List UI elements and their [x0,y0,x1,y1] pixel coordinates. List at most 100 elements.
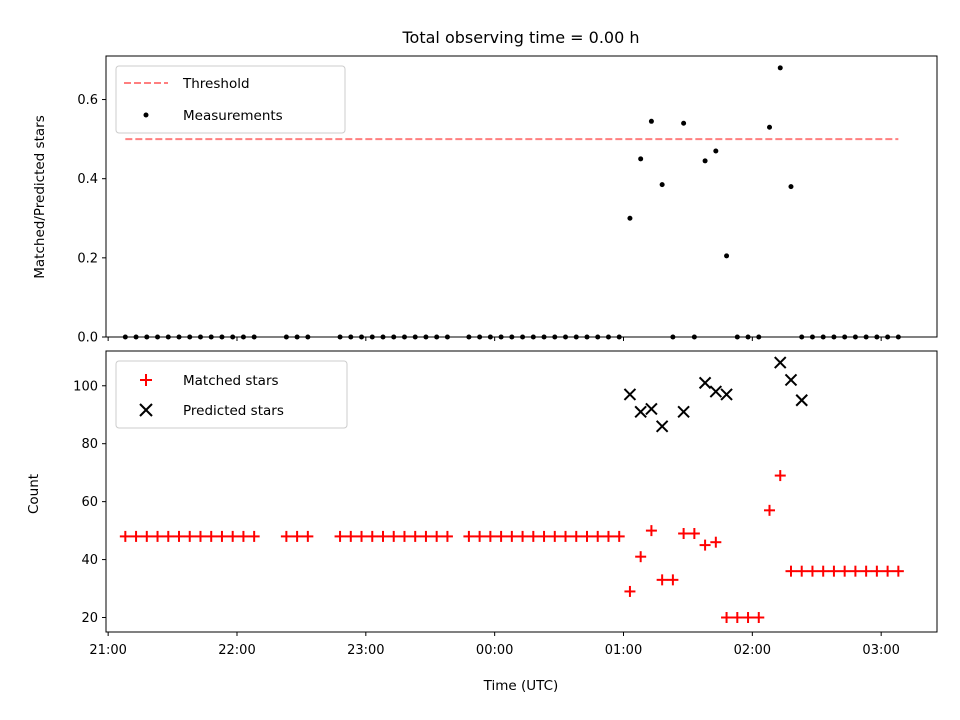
matched-star-point [152,530,164,542]
predicted-star-point [774,356,787,369]
matched-star-point [613,530,625,542]
matched-star-point [280,530,292,542]
x-axis-label: Time (UTC) [483,678,559,694]
x-tick-label: 21:00 [89,643,126,658]
matched-star-point [398,530,410,542]
matched-star-point [849,565,861,577]
matched-star-point [860,565,872,577]
matched-star-point [345,530,357,542]
matched-star-point [602,530,614,542]
measurement-point [681,120,687,126]
legend-measurements-label: Measurements [183,108,283,124]
bottom-y-tick-label: 20 [81,611,98,626]
measurement-point [777,65,783,71]
x-tick-label: 01:00 [605,643,642,658]
predicted-star-point [720,388,733,401]
matched-star-point [796,565,808,577]
x-tick-label: 22:00 [218,643,255,658]
matched-star-point [527,530,539,542]
bottom-y-tick-label: 40 [81,553,98,568]
bottom-y-axis-label: Count [26,474,42,514]
matched-star-point [721,612,733,624]
matched-star-point [560,530,572,542]
matched-star-point [817,565,829,577]
matched-star-point [463,530,475,542]
legend-matched-label: Matched stars [183,373,279,389]
matched-star-point [409,530,421,542]
matched-star-point [484,530,496,542]
matched-star-point [538,530,550,542]
predicted-star-point [709,385,723,398]
top-y-tick-label: 0.0 [77,331,98,346]
matched-star-point [216,530,228,542]
matched-star-point [162,530,174,542]
predicted-star-point [634,405,647,419]
matched-star-point [356,530,368,542]
bottom-y-tick-label: 60 [81,495,98,510]
matched-star-point [141,530,153,542]
matched-star-point [420,530,432,542]
matched-star-point [549,530,561,542]
top-plot-frame [105,55,938,338]
matched-star-point [839,565,851,577]
matched-star-point [806,565,818,577]
matched-star-point [291,530,303,542]
legend-threshold-label: Threshold [182,76,250,92]
matched-star-point [184,530,196,542]
matched-star-point [774,470,786,482]
matched-star-point [194,530,206,542]
matched-star-point [570,530,582,542]
matched-star-point [699,539,711,551]
matched-star-point [237,530,249,542]
top-legend: Threshold Measurements [115,65,346,134]
measurement-point [627,215,633,221]
matched-star-point [592,530,604,542]
matched-star-point [667,574,679,586]
predicted-star-point [645,402,658,416]
matched-star-point [366,530,378,542]
matched-star-point [656,574,668,586]
measurement-point [638,156,644,162]
top-y-tick-label: 0.2 [77,251,98,266]
matched-star-point [871,565,883,577]
measurement-point [659,182,665,188]
top-y-tick-label: 0.6 [77,93,98,108]
top-y-axis-label: Matched/Predicted stars [32,115,48,278]
bottom-panel: 20 40 60 80 100 21:00 22:00 23:00 00:00 01:00 02:0… [26,350,938,694]
measurement-point [767,124,773,130]
legend-predicted-swatch [139,403,153,417]
measurement-point [702,158,708,164]
matched-star-point [764,504,776,516]
matched-star-point [645,525,657,537]
matched-star-point [506,530,518,542]
matched-star-point [377,530,389,542]
x-tick-label: 00:00 [476,643,513,658]
matched-star-point [753,612,765,624]
matched-star-point [688,528,700,540]
bottom-y-tick-label: 80 [81,437,98,452]
matched-star-point [828,565,840,577]
measurement-point [713,148,719,154]
matched-star-point [388,530,400,542]
matched-star-point [678,528,690,540]
predicted-star-point [784,373,798,387]
matched-star-point [130,530,142,542]
matched-star-point [624,585,636,597]
matched-star-point [710,536,722,548]
matched-star-point [581,530,593,542]
chart-title: Total observing time = 0.00 h [401,28,639,47]
bottom-y-tick-label: 100 [73,379,98,394]
bottom-legend: Matched stars Predicted stars [115,360,348,429]
matched-star-point [882,565,894,577]
matched-star-point [517,530,529,542]
x-tick-label: 03:00 [862,643,899,658]
x-tick-label: 02:00 [734,643,771,658]
top-y-tick-label: 0.4 [77,172,98,187]
matched-star-point [731,612,743,624]
predicted-star-point [677,405,690,419]
matched-star-point [334,530,346,542]
matched-star-point [495,530,507,542]
matched-star-point [892,565,904,577]
predicted-star-point [655,420,669,433]
